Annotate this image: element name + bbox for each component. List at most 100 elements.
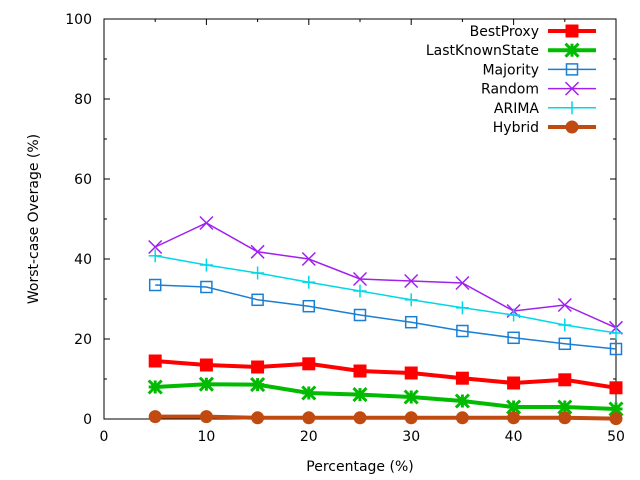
data-point-arima [199, 258, 213, 272]
data-point-bestproxy [148, 354, 162, 368]
data-point-majority [148, 278, 162, 292]
series-lastknownstate [147, 376, 624, 417]
data-point-lastknownstate [352, 387, 368, 403]
x-tick-label: 50 [607, 429, 625, 445]
legend-label-lastknownstate: LastKnownState [426, 43, 539, 59]
y-axis-title: Worst-case Overage (%) [26, 134, 42, 304]
series-line-lastknownstate [155, 382, 617, 411]
legend-item-bestproxy: BestProxy [470, 24, 596, 40]
data-point-bestproxy [609, 381, 623, 395]
x-tick-label: 30 [402, 429, 420, 445]
data-point-random [199, 215, 214, 231]
data-point-bestproxy [251, 360, 265, 374]
data-point-hybrid [609, 412, 623, 426]
data-point-arima [609, 326, 623, 340]
legend-label-arima: ARIMA [494, 101, 540, 117]
data-point-majority [251, 293, 264, 307]
data-point-hybrid [199, 410, 213, 424]
marker-stroke [564, 81, 580, 96]
legend-item-lastknownstate: LastKnownState [426, 42, 596, 59]
data-point-arima [507, 308, 521, 322]
legend-label-majority: Majority [482, 62, 539, 78]
series-hybrid [148, 410, 623, 426]
data-point-majority [302, 299, 316, 313]
data-point-lastknownstate [250, 377, 266, 393]
marker-stroke [557, 297, 572, 313]
legend-item-majority: Majority [482, 62, 596, 78]
data-point-hybrid [353, 411, 367, 425]
legend-marker-bestproxy [565, 24, 579, 38]
series-arima [148, 249, 623, 340]
data-point-hybrid [404, 411, 418, 425]
data-point-hybrid [251, 411, 265, 425]
legend-label-random: Random [481, 82, 539, 98]
data-point-hybrid [302, 411, 316, 425]
marker-stroke [250, 244, 265, 259]
y-tick-label: 100 [65, 12, 92, 28]
data-point-random [250, 244, 265, 259]
legend-marker-arima [565, 101, 579, 115]
data-point-arima [148, 249, 162, 263]
data-point-majority [200, 280, 213, 294]
data-point-random [404, 273, 419, 289]
data-point-majority [507, 331, 520, 345]
data-point-majority [558, 337, 572, 351]
data-point-hybrid [558, 411, 572, 425]
data-point-lastknownstate [198, 376, 214, 392]
legend: BestProxy LastKnownState Majority Random ARI… [426, 24, 596, 136]
legend-item-arima: ARIMA [494, 101, 596, 117]
data-point-hybrid [148, 410, 162, 424]
data-point-bestproxy [404, 366, 418, 380]
series-line-majority [155, 284, 617, 350]
series-line-random [154, 222, 617, 329]
data-point-bestproxy [302, 357, 316, 371]
y-tick-label: 80 [74, 92, 92, 108]
y-tick-label: 60 [74, 172, 92, 188]
x-axis-title: Percentage (%) [306, 459, 413, 475]
data-point-arima [251, 266, 265, 280]
x-tick-label: 40 [505, 429, 523, 445]
legend-marker-random [564, 81, 580, 96]
data-point-bestproxy [199, 358, 213, 372]
marker-stroke [301, 251, 316, 267]
data-point-random [455, 275, 470, 291]
series-bestproxy [148, 354, 623, 395]
series-line-hybrid [155, 414, 617, 421]
data-point-lastknownstate [454, 393, 470, 409]
marker-stroke [352, 271, 368, 287]
x-tick-label: 0 [100, 429, 109, 445]
data-point-majority [353, 308, 367, 322]
marker-stroke [404, 273, 419, 289]
data-point-lastknownstate [147, 379, 163, 395]
legend-label-hybrid: Hybrid [493, 120, 539, 136]
data-point-lastknownstate [557, 399, 573, 415]
data-point-hybrid [455, 411, 469, 425]
data-point-arima [353, 284, 367, 298]
data-point-random [301, 251, 316, 267]
data-point-arima [455, 301, 469, 315]
series-majority [148, 278, 623, 356]
legend-marker-lastknownstate [564, 42, 580, 58]
data-point-bestproxy [558, 373, 572, 387]
data-point-bestproxy [507, 376, 521, 390]
legend-label-bestproxy: BestProxy [470, 24, 539, 40]
marker-stroke [199, 215, 214, 231]
data-point-arima [302, 275, 316, 289]
legend-item-random: Random [481, 81, 596, 98]
series-line-bestproxy [155, 359, 617, 390]
data-point-arima [558, 318, 572, 332]
data-point-majority [609, 342, 623, 356]
x-tick-label: 20 [300, 429, 318, 445]
legend-marker-majority [565, 63, 579, 76]
y-tick-label: 20 [74, 332, 92, 348]
marker-stroke [455, 275, 470, 291]
series-random [148, 215, 624, 335]
data-point-bestproxy [455, 371, 469, 385]
x-tick-label: 10 [197, 429, 215, 445]
y-tick-label: 40 [74, 252, 92, 268]
data-point-lastknownstate [403, 389, 419, 405]
legend-item-hybrid: Hybrid [493, 120, 596, 136]
series-layer [147, 215, 624, 426]
data-point-hybrid [507, 411, 521, 425]
